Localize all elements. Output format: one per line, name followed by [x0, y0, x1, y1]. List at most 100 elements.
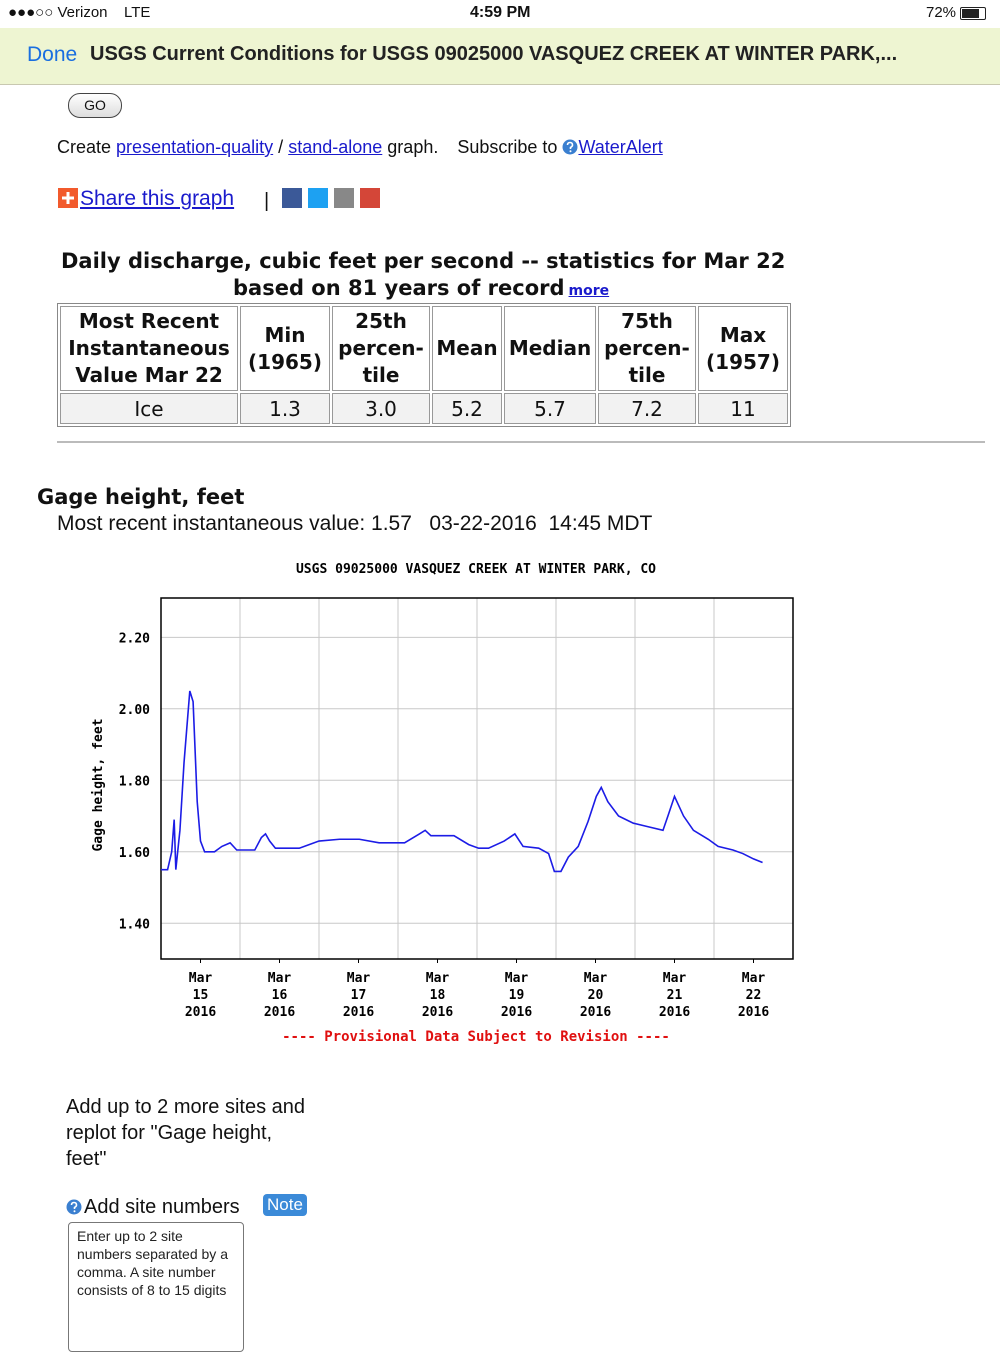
- header-text: Value Mar 22: [75, 363, 223, 387]
- header-cell: 75th percen-tile: [598, 306, 696, 391]
- help-icon: [66, 1199, 82, 1215]
- go-button[interactable]: GO: [68, 93, 122, 118]
- nav-title: USGS Current Conditions for USGS 0902500…: [90, 43, 898, 65]
- x-tick-label: 18: [430, 988, 446, 1003]
- header-text: Mean: [436, 336, 498, 360]
- x-tick-label: 16: [272, 988, 288, 1003]
- status-network: LTE: [124, 4, 151, 21]
- x-tick-label: 2016: [185, 1005, 216, 1020]
- x-tick-label: Mar: [584, 971, 608, 986]
- header-text: Instantaneous: [68, 336, 230, 360]
- header-cell: 25th percen-tile: [332, 306, 430, 391]
- x-tick-label: 15: [193, 988, 209, 1003]
- header-text: percen-: [338, 336, 424, 360]
- facebook-icon[interactable]: [282, 188, 302, 208]
- y-tick-label: 1.40: [119, 917, 150, 932]
- x-tick-label: Mar: [663, 971, 687, 986]
- share-plus-icon: [58, 188, 78, 208]
- header-cell: Max (1957): [698, 306, 788, 391]
- site-input[interactable]: Enter up to 2 site numbers separated by …: [68, 1222, 244, 1352]
- x-tick-label: 21: [667, 988, 683, 1003]
- header-text: tile: [362, 363, 400, 387]
- x-tick-label: 20: [588, 988, 604, 1003]
- header-text: Max: [719, 322, 767, 347]
- header-text: 25th: [355, 309, 407, 333]
- x-tick-label: Mar: [347, 971, 371, 986]
- header-cell: Most Recent Instantaneous Value Mar 22: [60, 306, 238, 391]
- gmail-icon[interactable]: [360, 188, 380, 208]
- more-link[interactable]: more: [568, 283, 610, 299]
- link[interactable]: presentation-quality: [116, 137, 274, 157]
- series-line: [161, 690, 763, 873]
- y-tick-label: 2.00: [119, 703, 150, 718]
- x-tick-label: 19: [509, 988, 525, 1003]
- x-tick-label: 2016: [580, 1005, 611, 1020]
- stats-title: Daily discharge, cubic feet per second -…: [61, 249, 786, 273]
- text: graph.: [387, 137, 439, 157]
- gage-title: Gage height, feet: [37, 485, 245, 509]
- x-tick-label: Mar: [742, 971, 766, 986]
- email-icon[interactable]: [334, 188, 354, 208]
- header-row: Most Recent Instantaneous Value Mar 22 Min(…: [60, 306, 788, 391]
- add-site-label: Add site numbers: [84, 1196, 240, 1218]
- text: Subscribe to: [457, 137, 558, 157]
- x-tick-label: Mar: [268, 971, 292, 986]
- data-cell: 7.2: [598, 393, 696, 424]
- header-cell: Min (1965): [240, 306, 330, 391]
- header-text: percen-: [604, 336, 690, 360]
- done-button[interactable]: Done: [27, 43, 78, 66]
- y-tick-label: 1.80: [119, 774, 150, 789]
- plot-frame: [160, 597, 794, 960]
- header-text: Min: [264, 322, 306, 347]
- header-cell: Mean: [432, 306, 502, 391]
- header-cell: Median: [504, 306, 596, 391]
- chart-footer: ---- Provisional Data Subject to Revisio…: [282, 1029, 670, 1045]
- data-cell: 3.0: [332, 393, 430, 424]
- header-text: tile: [628, 363, 666, 387]
- status-time: 4:59 PM: [470, 4, 531, 21]
- y-tick-label: 1.60: [119, 846, 150, 861]
- divider: [57, 441, 985, 443]
- x-tick-label: 22: [746, 988, 762, 1003]
- x-tick-label: 2016: [343, 1005, 374, 1020]
- x-tick-label: Mar: [505, 971, 529, 986]
- text: Create: [57, 137, 112, 157]
- x-tick-label: 2016: [659, 1005, 690, 1020]
- note-badge[interactable]: Note: [263, 1194, 307, 1216]
- status-battery: 72%: [926, 4, 957, 21]
- gage-recent: Most recent instantaneous value: 1.57 03…: [57, 512, 653, 535]
- x-tick-label: 17: [351, 988, 367, 1003]
- y-tick-label: 2.20: [119, 631, 150, 646]
- header-text: 75th: [621, 309, 673, 333]
- link[interactable]: Share this graph: [80, 187, 235, 210]
- x-tick-label: Mar: [426, 971, 450, 986]
- nav-bar: Done USGS Current Conditions for USGS 09…: [0, 28, 1000, 85]
- link[interactable]: stand-alone: [288, 137, 383, 157]
- data-cell: 11: [698, 393, 788, 424]
- data-cell: 5.2: [432, 393, 502, 424]
- data-row: Ice 1.3 3.0 5.2 5.7 7.2 11: [60, 393, 788, 424]
- y-axis-label: Gage height, feet: [91, 718, 106, 851]
- header-text: (1957): [706, 349, 780, 374]
- stats-subtitle: based on 81 years of record more: [233, 276, 609, 300]
- data-cell: Ice: [60, 393, 238, 424]
- x-tick-label: 2016: [738, 1005, 769, 1020]
- battery-icon: [960, 7, 986, 20]
- share-link[interactable]: Share this graph: [80, 187, 234, 211]
- x-tick-label: 2016: [501, 1005, 532, 1020]
- chart: USGS 09025000 VASQUEZ CREEK AT WINTER PA…: [91, 562, 794, 1045]
- twitter-icon[interactable]: [308, 188, 328, 208]
- x-tick-label: Mar: [189, 971, 213, 986]
- x-tick-label: 2016: [422, 1005, 453, 1020]
- separator: |: [264, 190, 270, 212]
- text: /: [278, 137, 284, 157]
- x-tick-label: 2016: [264, 1005, 295, 1020]
- data-cell: 5.7: [504, 393, 596, 424]
- link[interactable]: WaterAlert: [578, 137, 663, 157]
- stats-table: Most Recent Instantaneous Value Mar 22 Min(…: [57, 303, 791, 427]
- status-carrier: ●●●○○ Verizon: [8, 4, 108, 21]
- add-sites-text: Add up to 2 more sites and replot for "G…: [66, 1096, 306, 1170]
- header-text: Most Recent: [78, 309, 220, 333]
- text: based on 81 years of record: [233, 276, 565, 300]
